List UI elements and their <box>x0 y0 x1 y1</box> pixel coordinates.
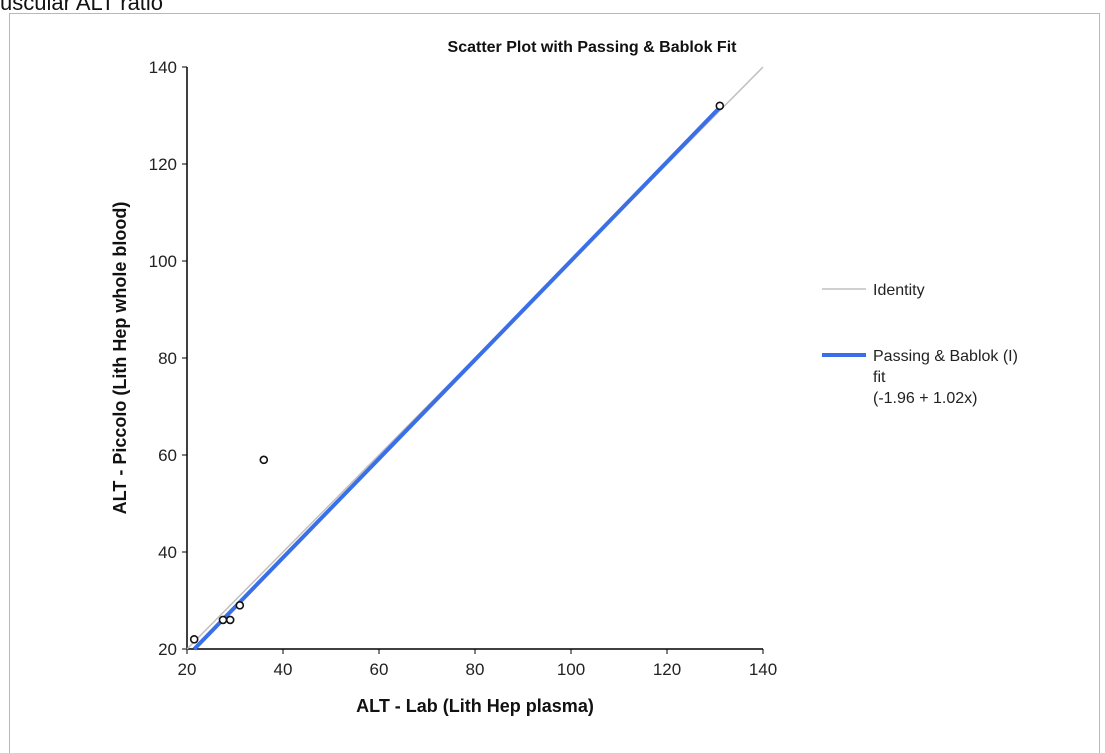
legend-label: (-1.96 + 1.02x) <box>873 390 978 407</box>
x-tick-label: 40 <box>274 660 293 679</box>
legend-label: Identity <box>873 282 925 299</box>
y-tick-label: 140 <box>149 58 177 77</box>
tick-labels: 20 40 60 80 100 120 140 20 40 60 80 100 120 140 <box>149 58 778 679</box>
data-point <box>259 455 269 465</box>
chart-frame <box>9 13 1100 753</box>
y-tick-label: 60 <box>158 446 177 465</box>
legend-label: fit <box>873 369 886 386</box>
y-tick-label: 20 <box>158 640 177 659</box>
y-tick-label: 40 <box>158 543 177 562</box>
page-caption: uscular ALT ratio <box>0 0 164 15</box>
data-points <box>189 101 725 644</box>
data-point <box>189 634 199 644</box>
x-tick-label: 60 <box>370 660 389 679</box>
y-tick-label: 80 <box>158 349 177 368</box>
data-point <box>225 615 235 625</box>
x-axis-title: ALT - Lab (Lith Hep plasma) <box>356 696 594 716</box>
legend: Identity Passing & Bablok (I) fit (-1.96 + … <box>822 282 1018 407</box>
fit-line <box>192 106 722 651</box>
data-point <box>218 615 228 625</box>
x-tick-label: 120 <box>653 660 681 679</box>
y-axis-title: ALT - Piccolo (Lith Hep whole blood) <box>110 202 130 515</box>
chart-title: Scatter Plot with Passing & Bablok Fit <box>448 39 738 56</box>
y-tick-label: 120 <box>149 155 177 174</box>
data-point <box>235 601 245 610</box>
x-tick-label: 140 <box>749 660 777 679</box>
x-tick-label: 80 <box>466 660 485 679</box>
axes <box>182 66 764 654</box>
x-tick-label: 100 <box>557 660 585 679</box>
legend-label: Passing & Bablok (I) <box>873 348 1018 365</box>
x-tick-label: 20 <box>178 660 197 679</box>
series-lines <box>186 66 764 651</box>
data-point <box>715 101 725 111</box>
y-tick-label: 100 <box>149 252 177 271</box>
